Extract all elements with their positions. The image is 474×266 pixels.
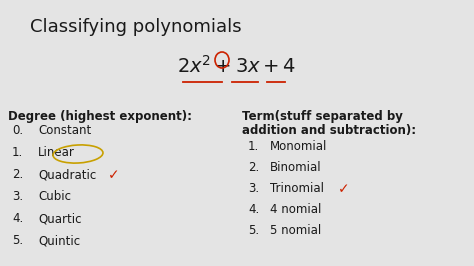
Text: ✓: ✓ — [108, 168, 119, 182]
Text: 3.: 3. — [248, 182, 259, 195]
Text: Quintic: Quintic — [38, 234, 80, 247]
Text: Quartic: Quartic — [38, 212, 82, 225]
Text: 2.: 2. — [12, 168, 23, 181]
Text: Binomial: Binomial — [270, 161, 322, 174]
Text: 2.: 2. — [248, 161, 259, 174]
Text: Degree (highest exponent):: Degree (highest exponent): — [8, 110, 192, 123]
Text: Cubic: Cubic — [38, 190, 71, 203]
Text: Linear: Linear — [38, 146, 75, 159]
Text: 5 nomial: 5 nomial — [270, 224, 321, 237]
Text: 4 nomial: 4 nomial — [270, 203, 321, 216]
Text: Classifying polynomials: Classifying polynomials — [30, 18, 242, 36]
Text: ✓: ✓ — [338, 182, 350, 196]
Text: Term(stuff separated by: Term(stuff separated by — [242, 110, 403, 123]
Text: 4.: 4. — [248, 203, 259, 216]
Text: addition and subtraction):: addition and subtraction): — [242, 124, 416, 137]
Text: Quadratic: Quadratic — [38, 168, 96, 181]
Text: Trinomial: Trinomial — [270, 182, 324, 195]
Text: 1.: 1. — [12, 146, 23, 159]
Text: 4.: 4. — [12, 212, 23, 225]
Text: 5.: 5. — [248, 224, 259, 237]
Text: 3.: 3. — [12, 190, 23, 203]
Text: Constant: Constant — [38, 124, 91, 137]
Text: $2x^2 + 3x + 4$: $2x^2 + 3x + 4$ — [177, 55, 297, 77]
Text: 5.: 5. — [12, 234, 23, 247]
Text: 0.: 0. — [12, 124, 23, 137]
Text: Monomial: Monomial — [270, 140, 328, 153]
Text: 1.: 1. — [248, 140, 259, 153]
